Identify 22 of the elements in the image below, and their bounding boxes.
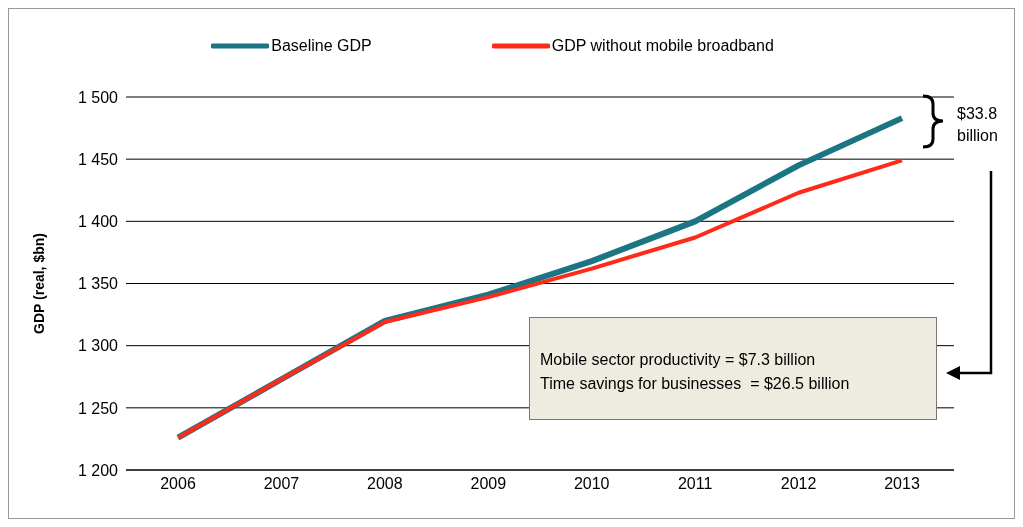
annotation: Mobile sector productivity = $7.3 billion	[540, 350, 817, 370]
y-axis-title: GDP (real, $bn)	[30, 233, 47, 334]
legend-label: GDP without mobile broadband	[551, 37, 774, 55]
y-tick-label: 1 250	[77, 399, 119, 417]
y-tick-label: 1 350	[77, 275, 119, 293]
y-tick-label: 1 400	[77, 213, 119, 231]
annotation: Time savings for businesses = $26.5 billion	[540, 374, 851, 394]
x-tick-label: 2012	[780, 475, 817, 493]
y-tick-label: 1 500	[77, 88, 119, 106]
x-tick-label: 2011	[677, 475, 713, 493]
x-tick-label: 2008	[367, 475, 403, 493]
x-tick-label: 2007	[263, 475, 300, 493]
x-tick-label: 2006	[160, 475, 196, 493]
y-tick-label: 1 300	[77, 337, 119, 355]
legend-label: Baseline GDP	[271, 37, 372, 55]
x-tick-label: 2013	[884, 475, 920, 493]
x-tick-label: 2010	[573, 475, 610, 493]
y-tick-label: 1 200	[77, 461, 119, 479]
text-box: Mobile sector productivity = $7.3 billion Time savings for businesses = $26.5 billion	[529, 317, 937, 420]
y-tick-label: 1 450	[77, 150, 119, 168]
x-tick-label: 2009	[470, 475, 507, 493]
text: $33.8 billion	[957, 104, 999, 146]
